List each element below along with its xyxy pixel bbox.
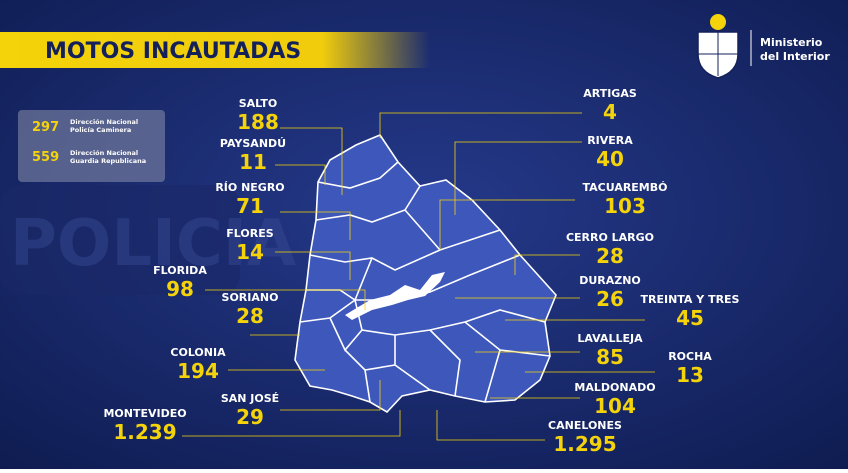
department-value: 188 — [237, 110, 279, 134]
leader-line — [280, 127, 343, 195]
department-value: 103 — [604, 194, 646, 218]
leader-line — [280, 380, 381, 411]
department-name: CANELONES — [548, 419, 622, 432]
department-value: 28 — [596, 244, 624, 268]
department-value: 98 — [166, 277, 194, 301]
legend-value: 559 — [32, 150, 59, 165]
department-value: 1.239 — [113, 420, 176, 444]
ministry-line: del Interior — [760, 50, 830, 63]
department-value: 71 — [236, 194, 264, 218]
leader-line — [454, 141, 582, 215]
legend-label: Policía Caminera — [70, 126, 131, 134]
leader-line — [514, 254, 580, 275]
department-name: FLORIDA — [153, 264, 207, 277]
department-name: MONTEVIDEO — [103, 407, 186, 420]
department-value: 4 — [603, 100, 617, 124]
department-name: CERRO LARGO — [566, 231, 654, 244]
department-value: 104 — [594, 394, 636, 418]
department-name: ARTIGAS — [583, 87, 637, 100]
department-value: 28 — [236, 304, 264, 328]
ministry-line: Ministerio — [760, 36, 823, 49]
department-value: 194 — [177, 359, 219, 383]
department-value: 29 — [236, 405, 264, 429]
department-name: SAN JOSÉ — [221, 392, 279, 405]
department-name: SORIANO — [222, 291, 279, 304]
title-banner — [0, 32, 430, 68]
department-value: 26 — [596, 287, 624, 311]
legend-label: Dirección Nacional — [70, 118, 138, 126]
department-value: 14 — [236, 240, 264, 264]
legend-value: 297 — [32, 120, 59, 135]
bg-plate — [0, 185, 240, 295]
leader-line — [439, 199, 575, 250]
department-name: ROCHA — [668, 350, 712, 363]
logo — [697, 14, 752, 79]
department-name: COLONIA — [170, 346, 226, 359]
department-name: RÍO NEGRO — [215, 181, 284, 194]
leader-line — [436, 410, 545, 441]
department-value: 40 — [596, 147, 624, 171]
department-name: TREINTA Y TRES — [641, 293, 740, 306]
department-name: SALTO — [239, 97, 277, 110]
leader-line — [280, 211, 351, 240]
department-value: 13 — [676, 363, 704, 387]
bg-text: POLICIA — [10, 207, 297, 281]
leader-line — [205, 289, 366, 310]
leader-line — [379, 112, 582, 138]
department-name: LAVALLEJA — [577, 332, 643, 345]
leader-line — [275, 164, 326, 185]
title: MOTOS INCAUTADAS — [45, 39, 301, 64]
department-name: RIVERA — [587, 134, 633, 147]
department-value: 45 — [676, 306, 704, 330]
map — [294, 134, 557, 414]
department-value: 1.295 — [553, 432, 616, 456]
leader-line — [275, 251, 351, 280]
department-name: TACUAREMBÓ — [582, 181, 667, 194]
department-value: 11 — [239, 150, 267, 174]
department-name: FLORES — [226, 227, 273, 240]
department-name: DURAZNO — [579, 274, 641, 287]
legend-label: Guardia Republicana — [70, 157, 146, 165]
leader-line — [182, 410, 401, 437]
legend-label: Dirección Nacional — [70, 149, 138, 157]
legend-box — [18, 110, 165, 182]
department-name: PAYSANDÚ — [220, 137, 286, 150]
department-value: 85 — [596, 345, 624, 369]
department-name: MALDONADO — [574, 381, 655, 394]
